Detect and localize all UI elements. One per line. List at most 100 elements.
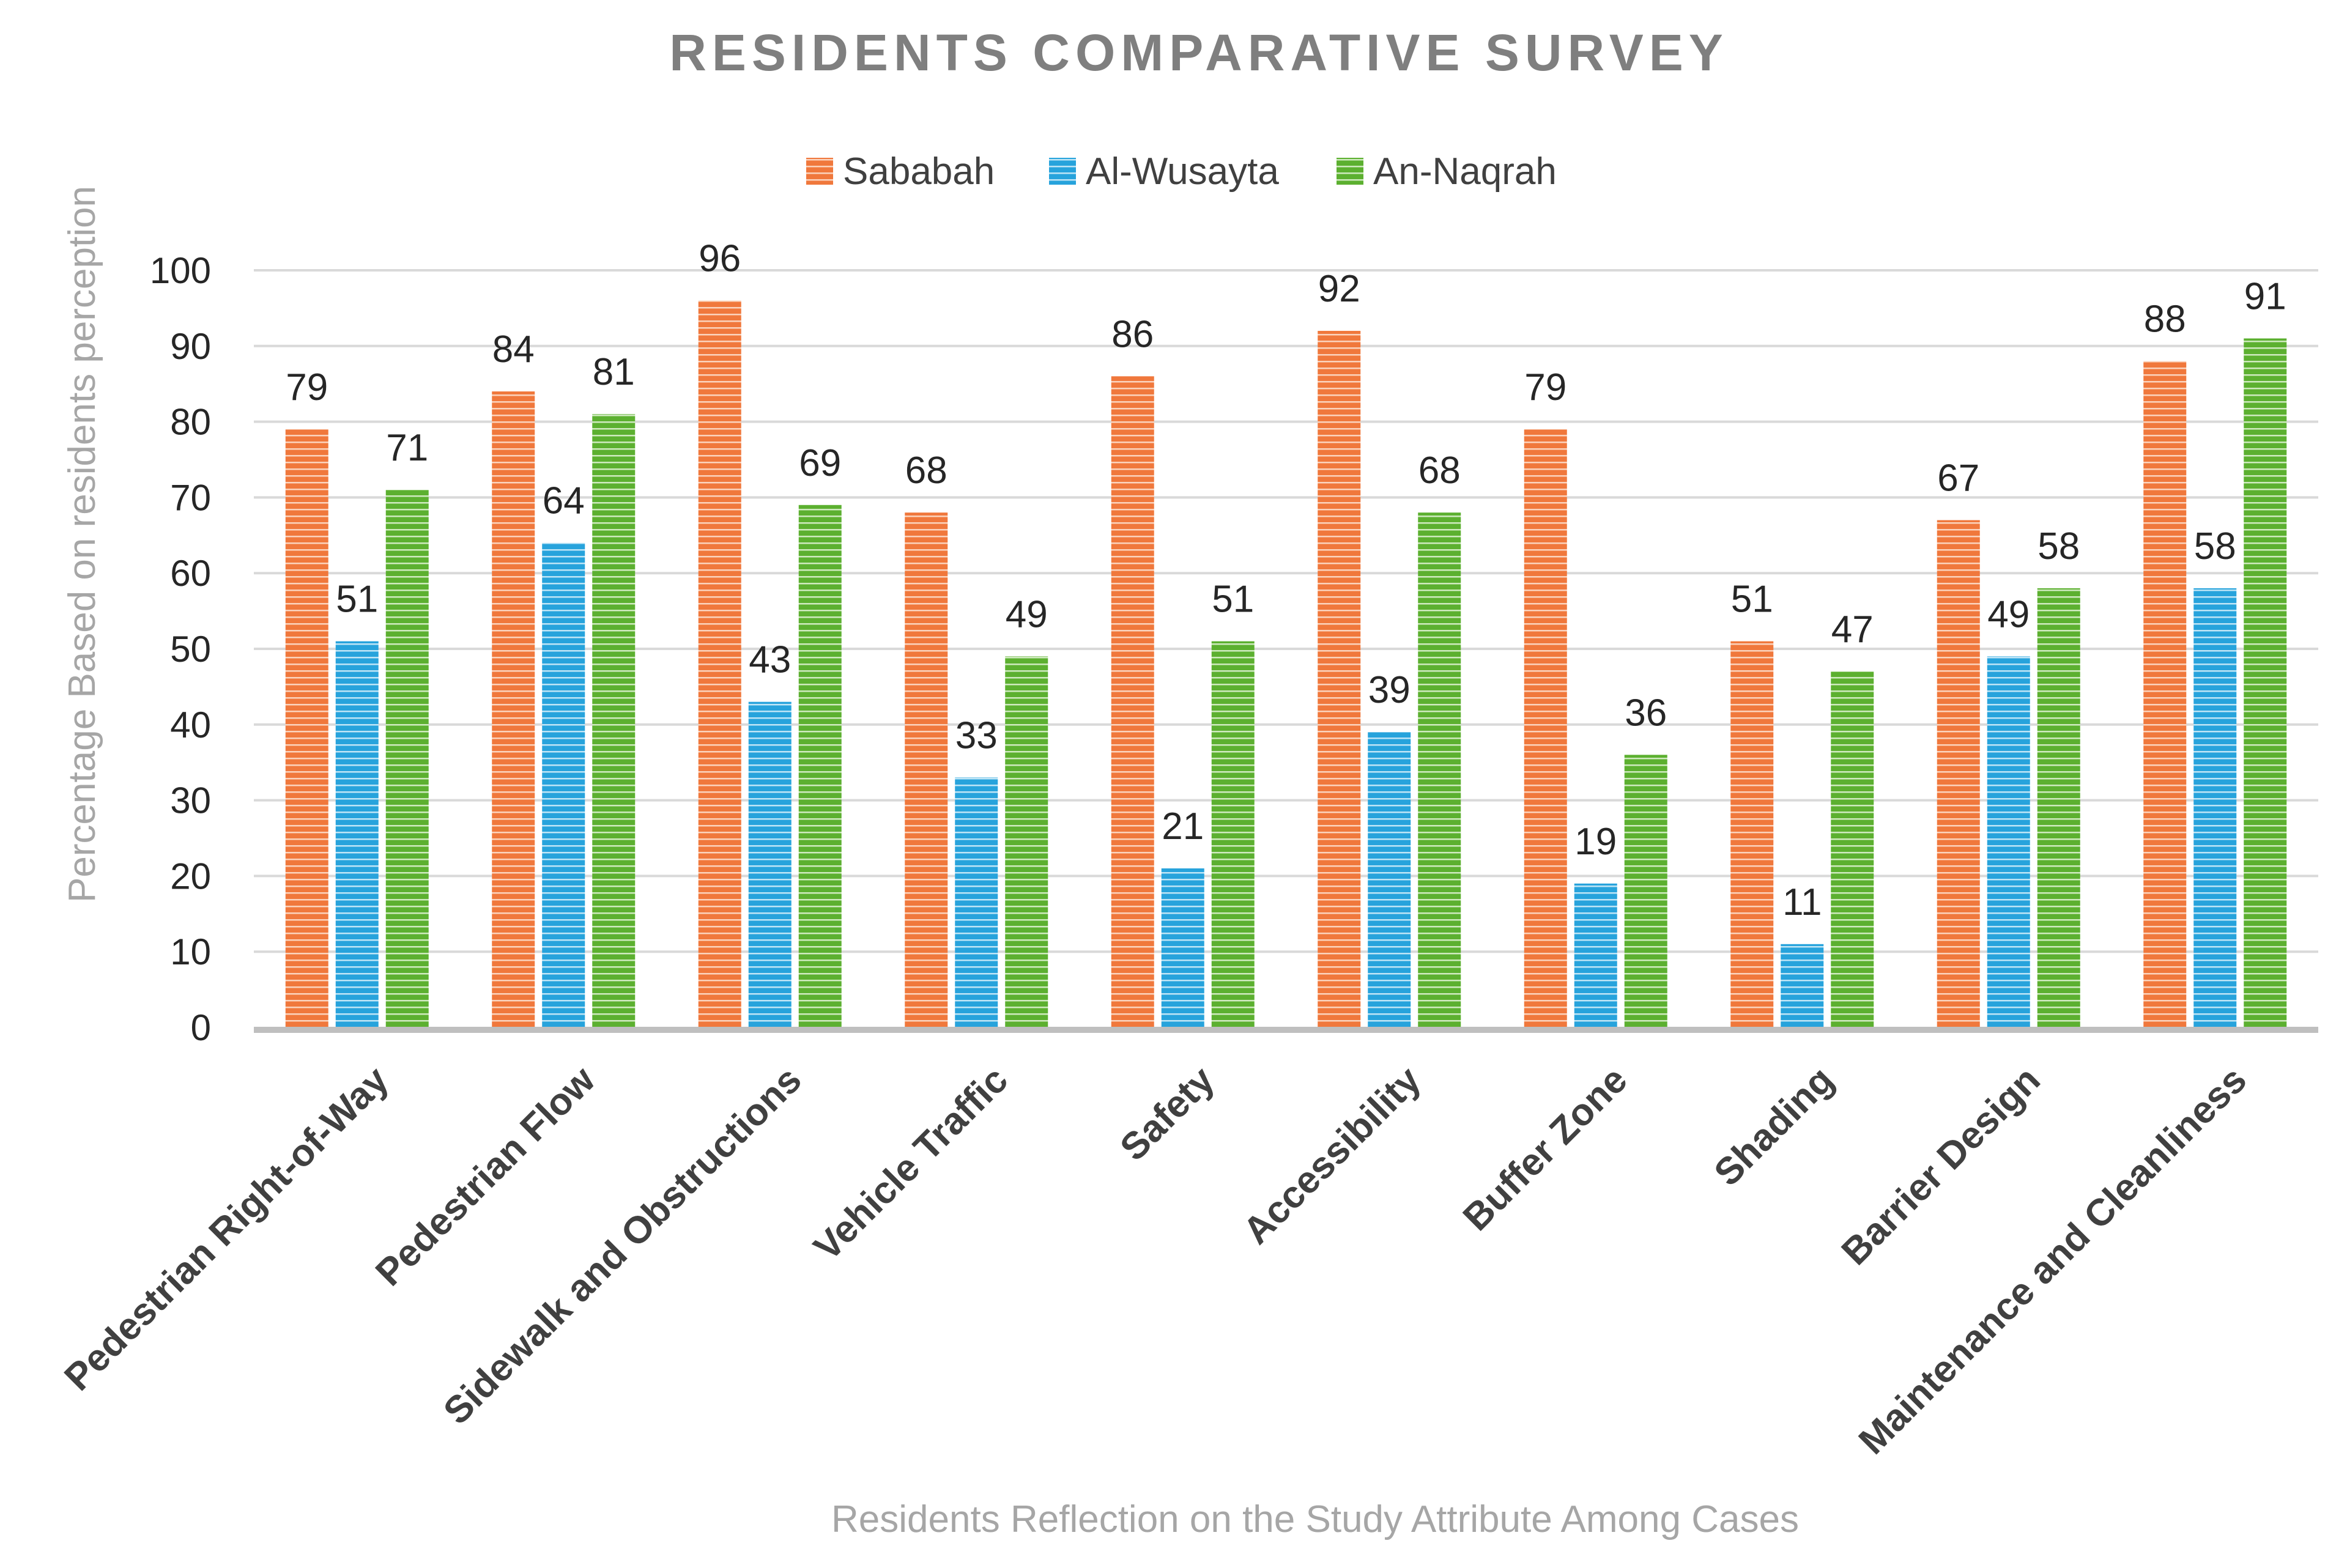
data-label: 64 bbox=[543, 480, 585, 522]
data-label: 11 bbox=[1782, 881, 1822, 923]
data-label: 49 bbox=[1006, 593, 1048, 635]
chart-title: RESIDENTS COMPARATIVE SURVEY bbox=[669, 24, 1729, 81]
legend-label: Sababah bbox=[843, 150, 995, 193]
bar-sababah-7 bbox=[1524, 429, 1567, 1027]
bar-al-wusayta-8 bbox=[1781, 944, 1824, 1027]
data-label: 51 bbox=[336, 579, 378, 621]
bar-an-naqrah-1 bbox=[385, 490, 429, 1027]
data-label: 36 bbox=[1625, 692, 1667, 734]
data-label: 51 bbox=[1212, 579, 1254, 621]
data-label: 43 bbox=[749, 639, 791, 681]
x-axis-title: Residents Reflection on the Study Attrib… bbox=[831, 1498, 1799, 1540]
data-label: 79 bbox=[1524, 366, 1567, 409]
data-label: 49 bbox=[1987, 593, 2030, 635]
data-label: 21 bbox=[1162, 805, 1204, 848]
bar-sababah-2 bbox=[492, 391, 535, 1027]
y-tick-label: 60 bbox=[170, 553, 211, 594]
y-tick-label: 70 bbox=[170, 477, 211, 518]
legend-item-an-naqrah: An-Naqrah bbox=[1337, 150, 1557, 193]
y-tick-label: 80 bbox=[170, 402, 211, 443]
bar-al-wusayta-7 bbox=[1574, 883, 1617, 1027]
category-label: Buffer Zone bbox=[1455, 1059, 1636, 1239]
legend-swatch bbox=[1337, 158, 1363, 185]
y-tick-label: 30 bbox=[170, 780, 211, 821]
data-label: 91 bbox=[2244, 275, 2286, 317]
y-axis-ticks: 0 10 20 30 40 50 60 70 80 90 100 bbox=[150, 250, 211, 1048]
bar-sababah-1 bbox=[285, 429, 328, 1027]
data-label: 79 bbox=[286, 366, 328, 409]
bar-sababah-5 bbox=[1111, 376, 1154, 1027]
data-label: 68 bbox=[905, 449, 947, 492]
bar-an-naqrah-6 bbox=[1418, 512, 1461, 1027]
data-label: 58 bbox=[2194, 525, 2236, 568]
legend-item-sababah: Sababah bbox=[806, 150, 995, 193]
legend-label: An-Naqrah bbox=[1373, 150, 1557, 193]
category-label: Maintenance and Cleanliness bbox=[1851, 1059, 2255, 1462]
data-label: 33 bbox=[955, 714, 998, 756]
bar-an-naqrah-7 bbox=[1624, 755, 1667, 1027]
data-label: 19 bbox=[1574, 821, 1617, 863]
bar-al-wusayta-4 bbox=[955, 777, 998, 1027]
bar-al-wusayta-1 bbox=[335, 641, 379, 1027]
y-tick-label: 100 bbox=[150, 250, 211, 291]
y-tick-label: 50 bbox=[170, 629, 211, 670]
bar-sababah-8 bbox=[1730, 641, 1774, 1027]
legend: Sababah Al-Wusayta An-Naqrah bbox=[806, 150, 1557, 193]
bar-al-wusayta-5 bbox=[1161, 868, 1204, 1027]
bar-sababah-6 bbox=[1318, 331, 1361, 1027]
bar-an-naqrah-8 bbox=[1831, 671, 1874, 1027]
category-label: Pedestrian Right-of-Way bbox=[56, 1059, 397, 1399]
data-labels: 79 51 71 84 64 81 96 43 69 68 33 49 86 21 51 92 39 68 79 19… bbox=[286, 238, 2286, 923]
data-label: 86 bbox=[1111, 313, 1154, 355]
category-label: Vehicle Traffic bbox=[806, 1059, 1016, 1269]
data-label: 58 bbox=[2037, 525, 2080, 568]
data-label: 92 bbox=[1318, 268, 1360, 310]
data-label: 39 bbox=[1368, 669, 1411, 711]
bar-al-wusayta-2 bbox=[542, 542, 585, 1027]
y-tick-label: 90 bbox=[170, 326, 211, 367]
data-label: 71 bbox=[386, 427, 428, 469]
y-tick-label: 10 bbox=[170, 931, 211, 972]
y-tick-label: 20 bbox=[170, 856, 211, 897]
data-label: 81 bbox=[593, 351, 635, 393]
category-label: Safety bbox=[1112, 1059, 1223, 1169]
data-label: 47 bbox=[1831, 608, 1874, 651]
category-label: Sidewalk and Obstructions bbox=[436, 1059, 810, 1433]
bar-sababah-9 bbox=[1937, 520, 1980, 1027]
category-label: Shading bbox=[1706, 1059, 1842, 1194]
bar-al-wusayta-10 bbox=[2193, 588, 2237, 1027]
category-label: Pedestrian Flow bbox=[368, 1059, 604, 1295]
bar-sababah-3 bbox=[698, 300, 741, 1027]
bar-an-naqrah-4 bbox=[1005, 656, 1048, 1027]
bar-al-wusayta-9 bbox=[1987, 656, 2030, 1027]
y-tick-label: 0 bbox=[191, 1007, 211, 1048]
bar-an-naqrah-3 bbox=[798, 505, 842, 1027]
legend-swatch bbox=[1049, 158, 1076, 185]
bars bbox=[285, 300, 2287, 1028]
bar-sababah-4 bbox=[905, 512, 948, 1027]
data-label: 69 bbox=[799, 442, 841, 484]
bar-an-naqrah-2 bbox=[592, 414, 636, 1027]
bar-an-naqrah-10 bbox=[2244, 338, 2287, 1028]
data-label: 67 bbox=[1937, 457, 1979, 500]
bar-al-wusayta-3 bbox=[748, 701, 792, 1027]
data-label: 68 bbox=[1418, 449, 1461, 492]
bar-sababah-10 bbox=[2143, 361, 2187, 1027]
category-label: Barrier Design bbox=[1834, 1059, 2049, 1273]
data-label: 88 bbox=[2144, 298, 2186, 341]
legend-label: Al-Wusayta bbox=[1086, 150, 1279, 193]
bar-al-wusayta-6 bbox=[1368, 732, 1411, 1027]
category-label: Accessibility bbox=[1235, 1059, 1429, 1252]
legend-item-al-wusayta: Al-Wusayta bbox=[1049, 150, 1279, 193]
data-label: 96 bbox=[699, 238, 741, 280]
bar-an-naqrah-5 bbox=[1211, 641, 1255, 1027]
data-label: 84 bbox=[492, 328, 535, 371]
legend-swatch bbox=[806, 158, 833, 185]
bar-an-naqrah-9 bbox=[2037, 588, 2080, 1027]
data-label: 51 bbox=[1731, 579, 1773, 621]
y-axis-title: Percentage Based on residents perception bbox=[61, 186, 103, 903]
y-tick-label: 40 bbox=[170, 704, 211, 745]
